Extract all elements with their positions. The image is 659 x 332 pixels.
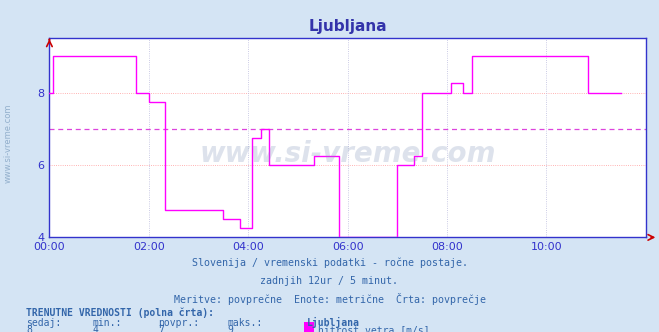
Text: povpr.:: povpr.: <box>158 318 199 328</box>
Text: 8: 8 <box>26 325 32 332</box>
Text: maks.:: maks.: <box>227 318 262 328</box>
Text: 7: 7 <box>158 325 164 332</box>
Text: 4: 4 <box>92 325 98 332</box>
Title: Ljubljana: Ljubljana <box>308 19 387 34</box>
Text: hitrost vetra [m/s]: hitrost vetra [m/s] <box>318 325 430 332</box>
Text: sedaj:: sedaj: <box>26 318 61 328</box>
Text: zadnjih 12ur / 5 minut.: zadnjih 12ur / 5 minut. <box>260 276 399 286</box>
Text: 9: 9 <box>227 325 233 332</box>
Text: Meritve: povprečne  Enote: metrične  Črta: povprečje: Meritve: povprečne Enote: metrične Črta:… <box>173 293 486 305</box>
Text: Ljubljana: Ljubljana <box>306 317 359 328</box>
Text: www.si-vreme.com: www.si-vreme.com <box>3 103 13 183</box>
Text: Slovenija / vremenski podatki - ročne postaje.: Slovenija / vremenski podatki - ročne po… <box>192 257 467 268</box>
Text: www.si-vreme.com: www.si-vreme.com <box>200 140 496 168</box>
Text: min.:: min.: <box>92 318 122 328</box>
Text: TRENUTNE VREDNOSTI (polna črta):: TRENUTNE VREDNOSTI (polna črta): <box>26 308 214 318</box>
